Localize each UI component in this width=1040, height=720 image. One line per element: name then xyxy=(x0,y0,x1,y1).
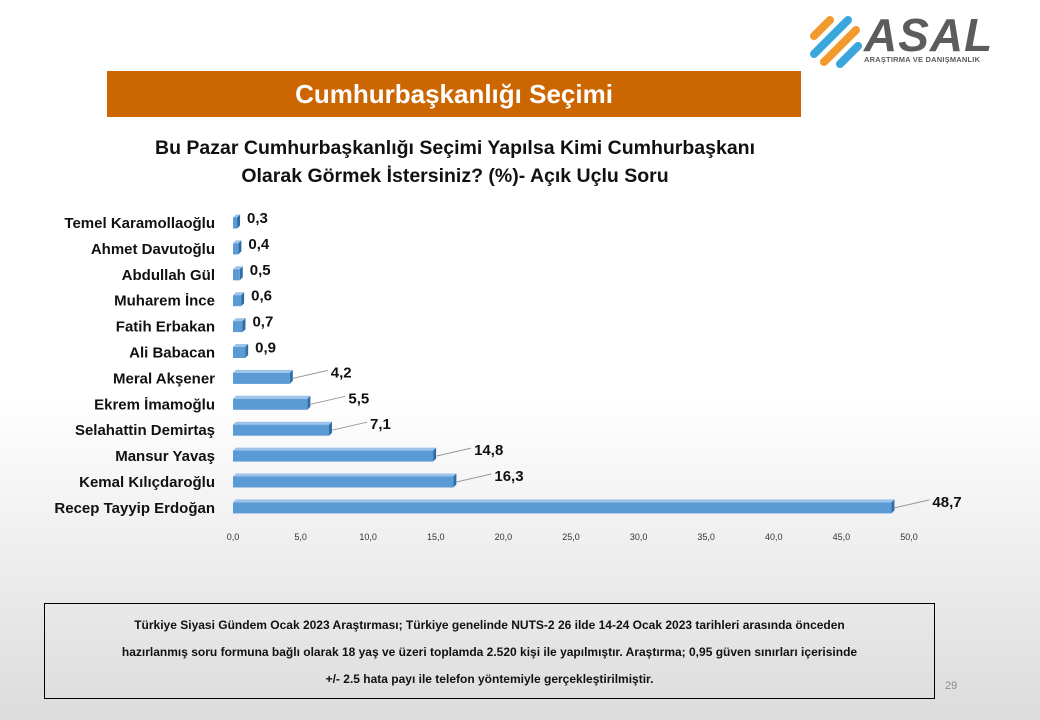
bar-top-face xyxy=(233,447,437,451)
bar-top-face xyxy=(233,214,241,218)
bar xyxy=(233,295,242,307)
footnote-line-2: hazırlanmış soru formuna bağlı olarak 18… xyxy=(121,645,858,659)
bar xyxy=(233,398,308,410)
bar-chart: Temel Karamollaoğlu 0,3 Ahmet Davutoğlu 0,4… xyxy=(54,210,961,542)
bar xyxy=(233,217,238,229)
value-label: 0,5 xyxy=(250,262,271,279)
bar-side-face xyxy=(891,499,895,514)
x-tick-label: 50,0 xyxy=(900,532,918,542)
value-label: 16,3 xyxy=(494,468,523,485)
x-tick-label: 35,0 xyxy=(697,532,715,542)
x-tick-label: 25,0 xyxy=(562,532,580,542)
bar xyxy=(233,321,243,333)
x-tick-label: 10,0 xyxy=(359,532,377,542)
bar xyxy=(233,450,434,462)
bar-top-face xyxy=(233,421,332,425)
page-title-band: Cumhurbaşkanlığı Seçimi xyxy=(107,71,801,117)
category-label: Abdullah Gül xyxy=(122,267,215,284)
bar-side-face xyxy=(328,421,332,436)
bar xyxy=(233,476,454,488)
logo-brand-text: ASAL xyxy=(864,9,994,61)
bar-top-face xyxy=(233,292,245,296)
category-label: Meral Akşener xyxy=(113,370,215,387)
footnote-line-3: +/- 2.5 hata payı ile telefon yöntemiyle… xyxy=(325,672,654,686)
bar-side-face xyxy=(307,395,311,410)
chart-question: Bu Pazar Cumhurbaşkanlığı Seçimi Yapılsa… xyxy=(100,134,810,190)
value-label: 0,4 xyxy=(248,236,270,253)
category-label: Selahattin Demirtaş xyxy=(75,422,215,439)
value-label: 48,7 xyxy=(932,494,961,511)
bar-top-face xyxy=(233,266,243,270)
bar xyxy=(233,424,329,436)
category-label: Ekrem İmamoğlu xyxy=(94,396,215,413)
bar xyxy=(233,243,239,255)
footnote-line-1: Türkiye Siyasi Gündem Ocak 2023 Araştırm… xyxy=(134,618,845,632)
chart-question-line-1: Bu Pazar Cumhurbaşkanlığı Seçimi Yapılsa… xyxy=(155,137,755,159)
category-label: Mansur Yavaş xyxy=(115,448,215,465)
bar-top-face xyxy=(233,240,242,244)
value-label: 0,7 xyxy=(252,314,273,331)
bar-top-face xyxy=(233,395,311,399)
asal-logo: ASAL ARAŞTIRMA VE DANIŞMANLIK xyxy=(808,9,998,70)
value-leader-line xyxy=(894,499,930,509)
category-label: Ahmet Davutoğlu xyxy=(91,241,215,258)
page-title: Cumhurbaşkanlığı Seçimi xyxy=(295,78,613,109)
value-leader-line xyxy=(331,421,368,431)
bar-side-face xyxy=(289,369,293,384)
x-tick-label: 0,0 xyxy=(227,532,240,542)
x-tick-label: 15,0 xyxy=(427,532,445,542)
category-label: Ali Babacan xyxy=(129,345,215,362)
bar-top-face xyxy=(233,369,293,373)
bar xyxy=(233,372,290,384)
value-label: 0,3 xyxy=(247,210,268,227)
value-label: 0,9 xyxy=(255,340,276,357)
logo-mark-icon xyxy=(810,16,862,68)
x-tick-label: 40,0 xyxy=(765,532,783,542)
value-label: 4,2 xyxy=(331,364,352,381)
bar xyxy=(233,502,892,514)
bar-top-face xyxy=(233,499,895,503)
bar-side-face xyxy=(241,292,245,307)
value-label: 5,5 xyxy=(348,390,369,407)
value-label: 7,1 xyxy=(370,416,391,433)
logo-tagline: ARAŞTIRMA VE DANIŞMANLIK xyxy=(864,55,981,64)
value-leader-line xyxy=(456,473,492,483)
bar-side-face xyxy=(245,344,249,358)
bar-top-face xyxy=(233,318,246,322)
page-number: 29 xyxy=(945,680,958,692)
x-tick-label: 45,0 xyxy=(833,532,851,542)
chart-question-line-2: Olarak Görmek İstersiniz? (%)- Açık Uçlu… xyxy=(241,165,669,187)
value-label: 14,8 xyxy=(474,442,503,459)
bar xyxy=(233,347,246,358)
bar-side-face xyxy=(237,214,241,229)
bar-side-face xyxy=(433,447,437,462)
bar-side-face xyxy=(238,240,242,255)
x-tick-label: 30,0 xyxy=(630,532,648,542)
bar-side-face xyxy=(239,266,243,281)
bar-top-face xyxy=(233,344,249,347)
methodology-footnote: Türkiye Siyasi Gündem Ocak 2023 Araştırm… xyxy=(44,603,935,699)
value-leader-line xyxy=(292,369,328,379)
value-leader-line xyxy=(435,447,472,457)
bar xyxy=(233,269,240,281)
value-label: 0,6 xyxy=(251,288,272,305)
category-label: Recep Tayyip Erdoğan xyxy=(54,500,215,517)
x-tick-label: 20,0 xyxy=(495,532,513,542)
x-tick-label: 5,0 xyxy=(294,532,307,542)
bar-side-face xyxy=(242,318,246,333)
category-label: Temel Karamollaoğlu xyxy=(64,215,215,232)
bar-top-face xyxy=(233,473,457,477)
bar-side-face xyxy=(453,473,457,488)
category-label: Fatih Erbakan xyxy=(116,319,215,336)
value-leader-line xyxy=(310,395,346,405)
category-label: Kemal Kılıçdaroğlu xyxy=(79,474,215,491)
category-label: Muharem İnce xyxy=(114,293,215,310)
